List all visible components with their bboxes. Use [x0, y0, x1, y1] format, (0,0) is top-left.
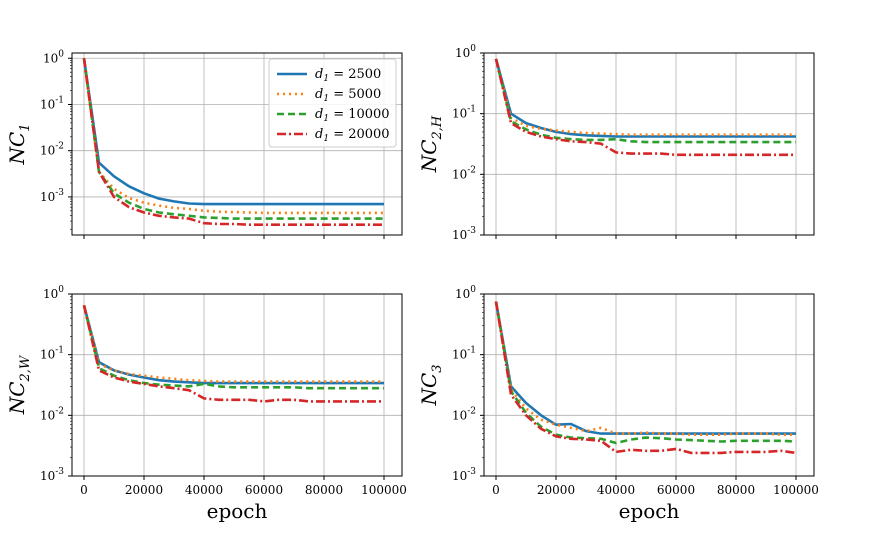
series-line-4 [82, 305, 384, 403]
y-tick-label: 10-3 [40, 188, 64, 204]
legend-label-3: d1 = 10000 [315, 107, 390, 124]
panel-4: 0 20000 40000 60000 80000 100000 10-3 10-2 10-1 1… [417, 285, 819, 523]
y-tick-label: 100 [455, 285, 476, 301]
legend-box [268, 58, 397, 148]
series-line-4 [494, 301, 797, 455]
series-line-1 [494, 301, 796, 435]
series-line-1 [494, 58, 796, 138]
x-axis-label: epoch [207, 499, 268, 523]
y-tick-label: 10-3 [452, 226, 476, 242]
y-axis-label: NC1 [5, 123, 33, 165]
x-axis-label: epoch [619, 499, 680, 523]
series-line-2 [82, 304, 384, 383]
y-axis-label: NC2,H [417, 115, 445, 173]
x-tick-label: 100000 [361, 483, 407, 497]
x-tick-label: 20000 [125, 483, 163, 497]
panel-2: 10-3 10-2 10-1 100 NC2,H [417, 44, 815, 242]
y-tick-label: 10-3 [452, 467, 476, 483]
x-tick-label: 80000 [305, 483, 343, 497]
y-tick-label: 10-2 [40, 142, 64, 158]
x-tick-label: 60000 [245, 483, 283, 497]
y-tick-label: 100 [43, 49, 64, 65]
y-tick-label: 10-2 [452, 165, 476, 181]
legend-label-4: d1 = 20000 [315, 127, 390, 144]
series-line-4 [494, 58, 796, 157]
series-line-2 [494, 58, 796, 136]
series-line-2 [82, 58, 384, 215]
x-tick-label: 0 [492, 483, 500, 497]
series-line-3 [494, 58, 796, 144]
axes-frame [483, 52, 815, 236]
legend-label-1: d1 = 2500 [315, 67, 381, 84]
series-line-1 [82, 304, 384, 385]
y-tick-label: 100 [43, 285, 64, 301]
series-line-1 [82, 58, 384, 206]
x-tick-label: 40000 [597, 483, 635, 497]
y-tick-label: 10-2 [452, 406, 476, 422]
x-tick-label: 60000 [657, 483, 695, 497]
x-tick-label: 80000 [717, 483, 755, 497]
y-tick-label: 10-1 [40, 346, 64, 362]
y-axis-label: NC2,W [5, 354, 33, 415]
y-tick-label: 10-1 [452, 346, 476, 362]
x-tick-label: 20000 [537, 483, 575, 497]
axes-frame [483, 293, 815, 477]
axes-frame [71, 52, 403, 236]
series-line-4 [82, 58, 384, 226]
series-line-3 [494, 301, 797, 445]
y-tick-label: 10-1 [40, 95, 64, 111]
y-tick-label: 10-2 [40, 406, 64, 422]
x-tick-label: 0 [80, 483, 88, 497]
x-tick-label: 40000 [185, 483, 223, 497]
legend-label-2: d1 = 5000 [315, 87, 381, 104]
series-line-3 [82, 58, 384, 220]
y-axis-label: NC3 [417, 364, 445, 406]
x-tick-label: 100000 [773, 483, 819, 497]
y-tick-label: 100 [455, 44, 476, 60]
axes-frame [71, 293, 403, 477]
panel-3: 0 20000 40000 60000 80000 100000 10-3 10-2 10-1 1… [5, 285, 407, 523]
y-tick-label: 10-1 [452, 105, 476, 121]
legend: d1 = 2500 d1 = 5000 d1 = 10000 d1 = 20000 [268, 58, 397, 148]
y-tick-label: 10-3 [40, 467, 64, 483]
